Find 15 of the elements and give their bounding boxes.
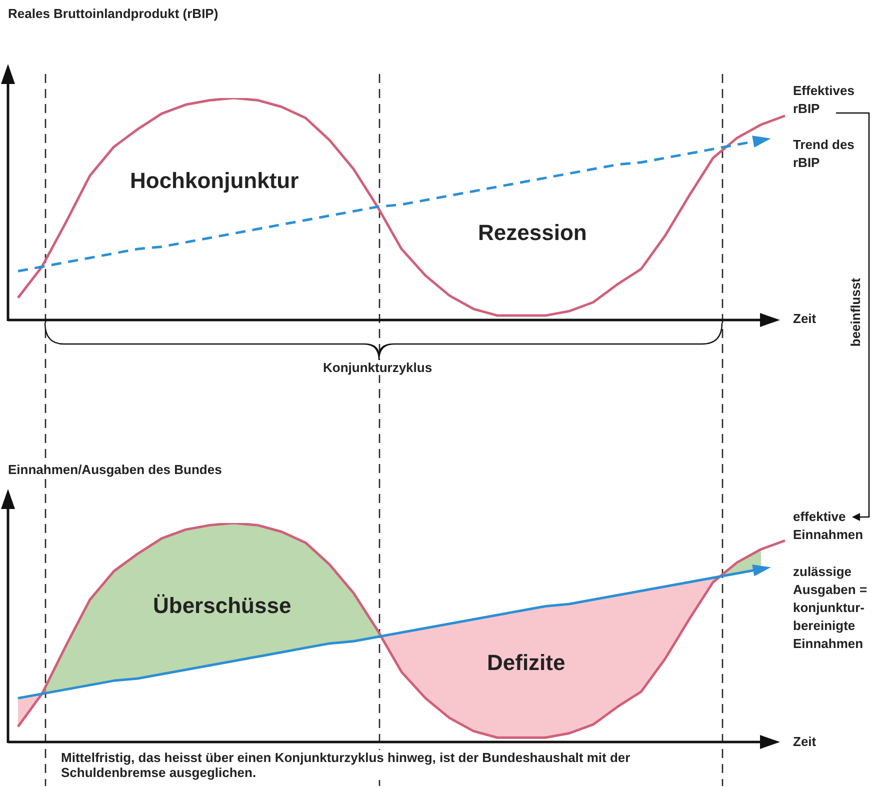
series-label: Trend des rBIP bbox=[793, 136, 856, 172]
text: Mittelfristig, das heisst über einen Konjunkturzyklus hinweg, ist der Bundeshaushalt mit der Schuldenbremse ausgeglichen. bbox=[58, 750, 664, 780]
series-label: effektive Einnahmen bbox=[793, 508, 864, 544]
series-label: Effektives rBIP bbox=[793, 82, 856, 118]
text: beeinflusst bbox=[848, 278, 863, 347]
text: Konjunkturzyklus bbox=[320, 360, 436, 375]
x-axis-title: Zeit bbox=[793, 734, 816, 749]
annotation: Defizite bbox=[487, 650, 566, 676]
x-axis-title: Zeit bbox=[793, 311, 816, 326]
y-axis-title: Reales Bruttoinlandprodukt (rBIP) bbox=[8, 6, 218, 21]
series-label: zulässige Ausgaben = konjunktur-bereinigte Einnahmen bbox=[793, 563, 868, 653]
annotation: Hochkonjunktur bbox=[130, 168, 299, 194]
annotation: Überschüsse bbox=[153, 593, 292, 619]
y-axis-title: Einnahmen/Ausgaben des Bundes bbox=[8, 462, 222, 477]
annotation: Rezession bbox=[478, 220, 587, 246]
